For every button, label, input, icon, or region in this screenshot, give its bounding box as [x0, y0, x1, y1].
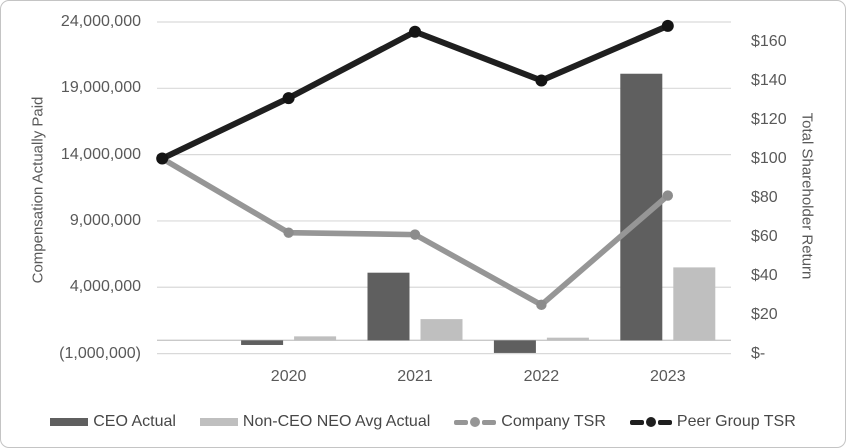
legend-label: Peer Group TSR [676, 413, 796, 430]
bar-nonceo-2020 [294, 336, 337, 341]
company-tsr-marker [536, 299, 547, 311]
x-axis-label-2021: 2021 [397, 368, 433, 385]
bar-ceo-2021 [367, 272, 410, 341]
legend-label: Non-CEO NEO Avg Actual [242, 413, 431, 430]
company-tsr-line-glyph [454, 417, 497, 427]
ceo-actual-swatch [50, 418, 89, 426]
legend-item-peer-group-tsr: Peer Group TSR [629, 413, 796, 431]
legend-label: Company TSR [501, 413, 606, 430]
bar-nonceo-2021 [420, 319, 463, 341]
right-axis-tick: $80 [751, 188, 778, 206]
peer-group-tsr-marker [282, 92, 295, 105]
left-axis-tick: 24,000,000 [60, 13, 141, 30]
right-axis-tick: $60 [751, 227, 778, 245]
left-axis-title: Compensation Actually Paid [29, 96, 47, 284]
company-tsr-marker [283, 227, 294, 238]
right-axis-tick: $140 [751, 71, 787, 89]
legend-item-company-tsr: Company TSR [454, 413, 606, 431]
chart-legend: CEO Actual Non-CEO NEO Avg Actual Compan… [0, 406, 846, 438]
company-tsr-marker [662, 190, 673, 201]
left-axis-tick: 14,000,000 [60, 145, 141, 163]
legend-item-ceo-actual: CEO Actual [50, 413, 176, 431]
bar-ceo-2020 [241, 340, 284, 345]
peer-group-tsr-line [159, 22, 671, 162]
left-axis-tick: 9,000,000 [69, 211, 141, 229]
legend-item-nonceo-actual: Non-CEO NEO Avg Actual [199, 413, 431, 431]
x-axis-label-2022: 2022 [523, 368, 560, 385]
peer-group-tsr-marker [661, 19, 674, 32]
company-tsr-marker [409, 229, 421, 240]
right-axis-tick: $100 [751, 149, 787, 167]
peer-group-tsr-marker [535, 74, 548, 87]
right-axis-title: Total Shareholder Return [798, 112, 816, 280]
right-axis-tick: $- [751, 344, 766, 362]
peer-group-tsr-marker [409, 25, 421, 38]
bar-nonceo-2023 [673, 267, 716, 341]
left-axis-tick: 4,000,000 [69, 278, 141, 296]
peer-group-tsr-line-glyph [629, 417, 672, 427]
right-axis-tick: $20 [751, 305, 778, 323]
right-axis-tick: $120 [751, 110, 787, 128]
x-axis-label-2020: 2020 [270, 368, 307, 385]
right-axis-tick: $40 [751, 266, 778, 284]
bar-nonceo-2022 [546, 337, 589, 341]
x-axis-label-2023: 2023 [650, 368, 686, 385]
peer-group-tsr-marker [156, 152, 169, 165]
legend-label: CEO Actual [93, 413, 176, 430]
nonceo-actual-swatch [199, 418, 238, 426]
right-axis-tick: $160 [751, 32, 787, 50]
bar-ceo-2022 [493, 340, 536, 353]
left-axis-tick: (1,000,000) [59, 344, 141, 362]
left-axis-tick: 19,000,000 [60, 79, 141, 97]
